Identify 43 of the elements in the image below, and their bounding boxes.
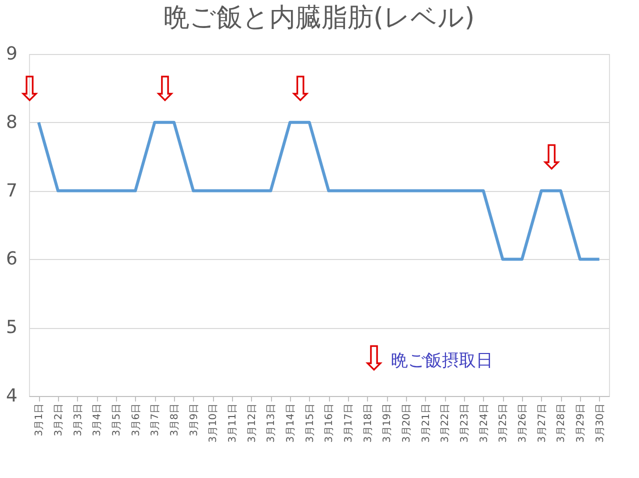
y-tick-label: 4 [6,386,18,406]
x-tick-label: 3月13日 [266,404,278,443]
x-tick-label: 3月16日 [324,404,336,443]
x-tick-label: 3月12日 [246,404,258,443]
x-tick-label: 3月22日 [440,404,452,443]
x-tick-label: 3月17日 [344,404,354,443]
x-tick-label: 3月21日 [420,404,432,443]
x-tick-label: 3月4日 [92,404,104,436]
x-tick-label: 3月27日 [536,404,548,443]
x-tick-label: 3月23日 [460,404,470,443]
x-tick-label: 3月28日 [556,404,568,443]
annotation: ⇩ [360,339,388,379]
annotation: ⇩ [537,138,566,178]
x-tick-label: 3月10日 [208,404,220,443]
annotation: ⇩ [15,69,44,110]
x-tick-label: 3月18日 [362,404,374,443]
x-tick-label: 3月26日 [518,404,528,443]
x-tick-label: 3月30日 [594,404,606,443]
x-tick-label: 3月24日 [478,404,490,443]
annotation: 晩ご飯摂取日 [391,351,493,370]
x-tick-label: 3月14日 [286,404,296,443]
y-tick-label: 9 [6,44,18,64]
annotation: ⇩ [286,69,315,110]
x-tick-label: 3月15日 [304,404,316,443]
x-tick-label: 3月20日 [402,404,412,443]
x-tick-label: 3月5日 [112,404,122,436]
chart-title: 晩ご飯と内臓脂肪(レベル) [163,3,475,33]
x-tick-label: 3月3日 [72,404,84,436]
y-tick-label: 6 [6,248,18,270]
x-tick-label: 3月6日 [130,404,142,436]
x-tick-label: 3月1日 [34,404,46,436]
x-tick-label: 3月29日 [576,404,586,443]
x-tick-label: 3月2日 [54,404,64,436]
y-tick-label: 5 [6,317,18,338]
y-tick-label: 8 [6,112,18,133]
y-tick-label: 7 [6,180,18,202]
x-tick-label: 3月8日 [170,404,180,436]
annotation: ⇩ [150,69,180,110]
x-tick-label: 3月7日 [150,404,162,436]
x-tick-label: 3月19日 [382,404,394,443]
x-tick-label: 3月25日 [498,404,510,443]
x-tick-label: 3月9日 [188,404,200,436]
x-tick-label: 3月11日 [228,404,238,443]
